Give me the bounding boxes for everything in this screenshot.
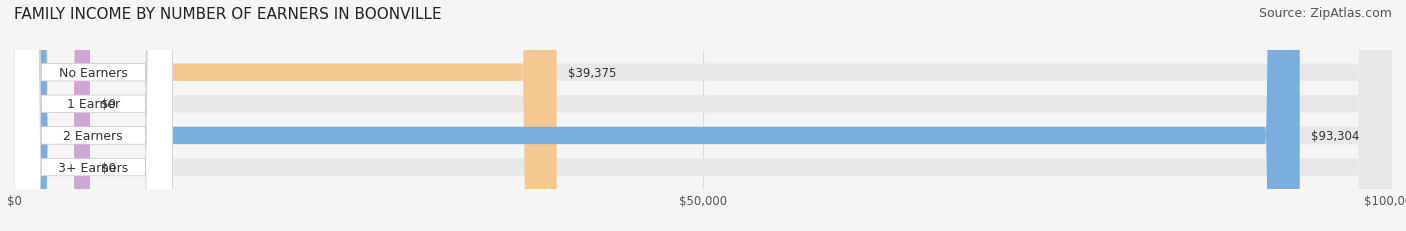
- FancyBboxPatch shape: [14, 0, 1392, 231]
- FancyBboxPatch shape: [14, 0, 173, 231]
- FancyBboxPatch shape: [14, 0, 1392, 231]
- Text: 1 Earner: 1 Earner: [66, 98, 120, 111]
- FancyBboxPatch shape: [14, 0, 1299, 231]
- Text: No Earners: No Earners: [59, 66, 128, 79]
- Text: 2 Earners: 2 Earners: [63, 129, 124, 142]
- FancyBboxPatch shape: [14, 0, 173, 231]
- Text: 3+ Earners: 3+ Earners: [58, 161, 128, 174]
- Text: $93,304: $93,304: [1310, 129, 1360, 142]
- FancyBboxPatch shape: [14, 0, 173, 231]
- Text: $0: $0: [101, 98, 115, 111]
- Text: Source: ZipAtlas.com: Source: ZipAtlas.com: [1258, 7, 1392, 20]
- Text: FAMILY INCOME BY NUMBER OF EARNERS IN BOONVILLE: FAMILY INCOME BY NUMBER OF EARNERS IN BO…: [14, 7, 441, 22]
- FancyBboxPatch shape: [14, 0, 1392, 231]
- FancyBboxPatch shape: [14, 0, 557, 231]
- FancyBboxPatch shape: [14, 0, 1392, 231]
- Text: $0: $0: [101, 161, 115, 174]
- FancyBboxPatch shape: [14, 0, 173, 231]
- FancyBboxPatch shape: [14, 0, 90, 231]
- Text: $39,375: $39,375: [568, 66, 616, 79]
- FancyBboxPatch shape: [14, 0, 90, 231]
